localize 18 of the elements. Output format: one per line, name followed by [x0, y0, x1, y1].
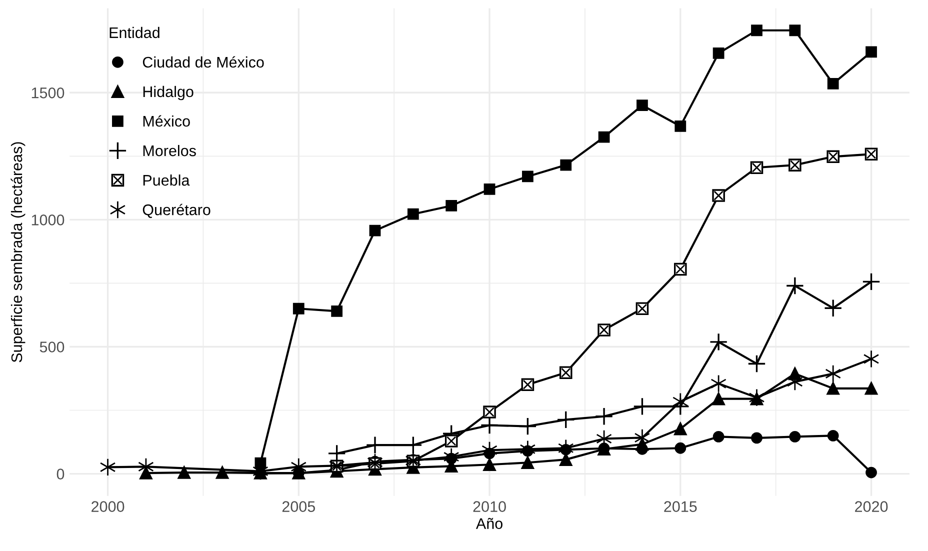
x-tick-label: 2015 — [664, 501, 697, 512]
y-tick-label: 1500 — [32, 87, 64, 98]
y-tick-label: 0 — [56, 468, 64, 480]
y-tick-label: 500 — [40, 342, 64, 352]
x-tick-label: 2010 — [473, 501, 506, 512]
x-axis-title: Año — [476, 518, 502, 530]
y-tick-label: 1000 — [32, 214, 64, 226]
legend-title: Entidad — [110, 26, 160, 38]
legend-label: Ciudad de México — [142, 56, 264, 68]
x-tick-label: 2020 — [855, 501, 888, 512]
legend-label: Hidalgo — [143, 86, 194, 100]
y-axis-title: Superficie sembrada (hectáreas) — [10, 142, 26, 362]
legend-label: México — [143, 115, 190, 127]
x-tick-label: 2000 — [92, 501, 124, 512]
x-tick-label: 2005 — [282, 501, 315, 512]
legend-label: Querétaro — [142, 204, 210, 218]
legend-label: Puebla — [143, 174, 190, 186]
legend-label: Morelos — [143, 144, 196, 156]
